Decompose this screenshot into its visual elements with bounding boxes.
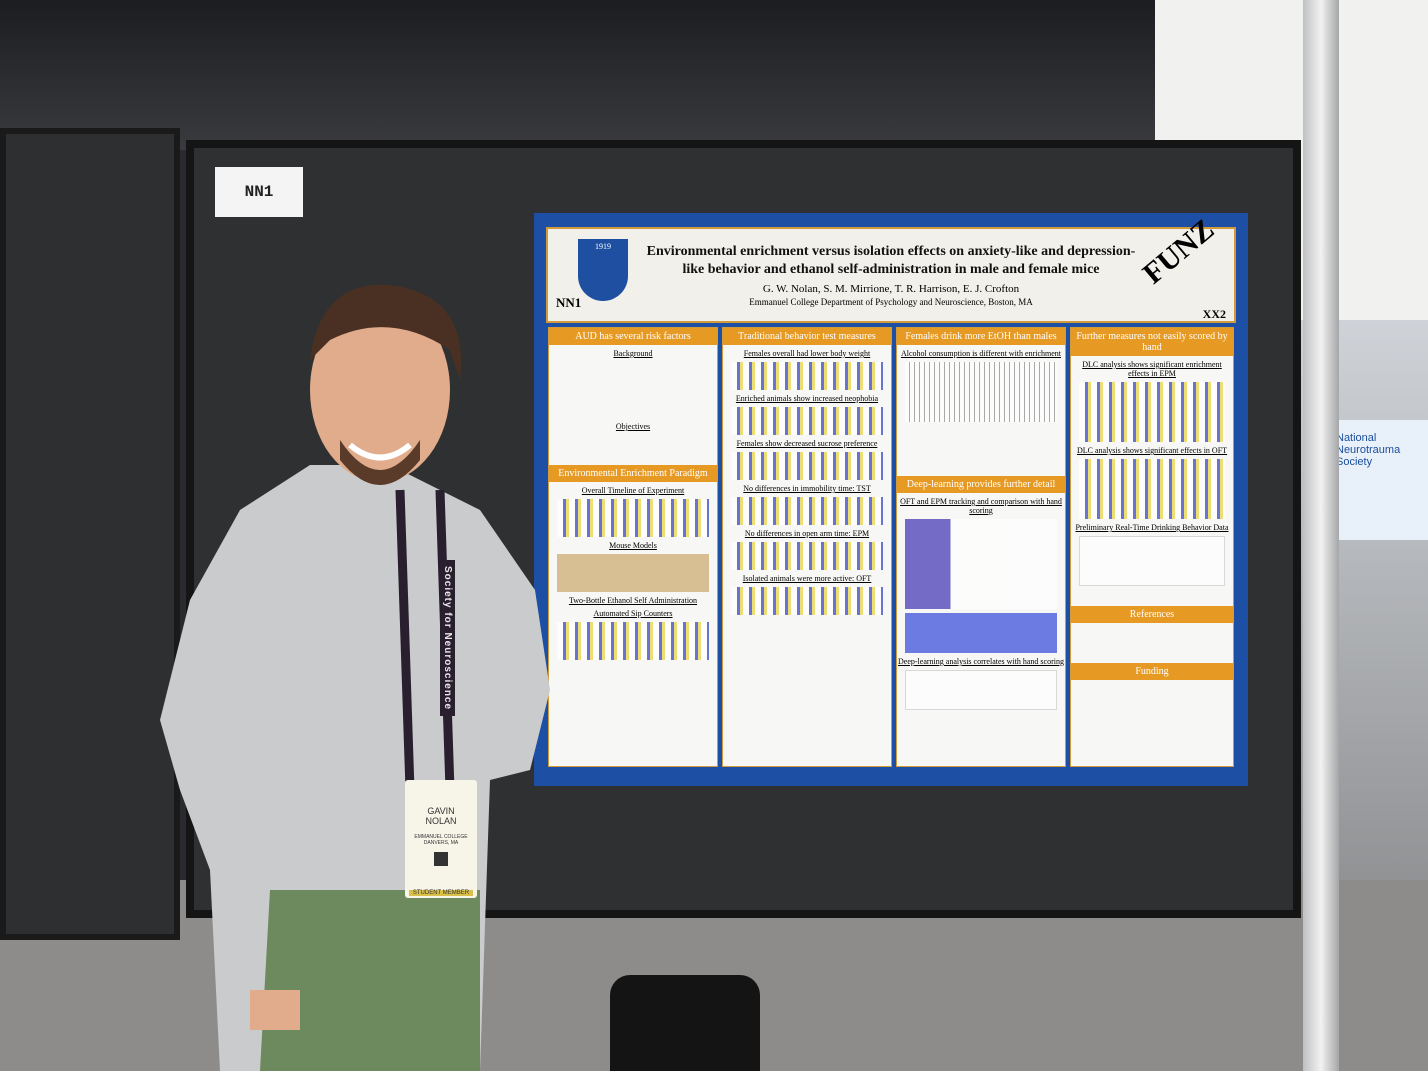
badge-member-type: STUDENT MEMBER — [409, 890, 473, 896]
poster-column-2: Traditional behavior test measures Femal… — [722, 327, 892, 767]
subheading: Background — [613, 349, 653, 358]
references-text — [1071, 623, 1233, 663]
body-text — [897, 426, 1065, 476]
mouse-cage-photos — [557, 554, 709, 592]
bar-graph — [1079, 459, 1225, 519]
left-poster-board — [0, 128, 180, 940]
subheading: OFT and EPM tracking and comparison with… — [900, 497, 1062, 515]
bar-graph — [731, 587, 883, 615]
subheading: Objectives — [615, 422, 651, 431]
backpack — [610, 975, 760, 1071]
body-text — [549, 358, 717, 418]
badge-org: EMMANUEL COLLEGE — [414, 834, 468, 840]
board-number-label: NN1 — [215, 167, 303, 217]
subheading: Females overall had lower body weight — [743, 349, 871, 358]
badge-first-name: GAVIN — [427, 806, 455, 816]
pose-estimation-images — [905, 613, 1057, 653]
bar-graph — [1079, 382, 1225, 442]
badge-last-name: NOLAN — [425, 816, 457, 826]
college-crest: 1919 — [578, 239, 628, 301]
poster-column-1: AUD has several risk factors Background … — [548, 327, 718, 767]
lanyard: Society for Neuroscience — [440, 560, 455, 717]
bar-graph — [731, 452, 883, 480]
subheading: Overall Timeline of Experiment — [581, 486, 685, 495]
bar-graph — [731, 497, 883, 525]
qr-code-icon — [434, 852, 448, 866]
name-badge: GAVIN NOLAN EMMANUEL COLLEGE DANVERS, MA… — [405, 780, 477, 898]
subheading: Enriched animals show increased neophobi… — [735, 394, 879, 403]
poster-column-4: Further measures not easily scored by ha… — [1070, 327, 1234, 767]
sipper-figure — [557, 622, 709, 660]
support-pole — [1303, 0, 1339, 1071]
timeline-figure — [557, 499, 709, 537]
subheading: No differences in immobility time: TST — [743, 484, 871, 493]
subheading: Isolated animals were more active: OFT — [742, 574, 872, 583]
subheading: Preliminary Real-Time Drinking Behavior … — [1075, 523, 1229, 532]
bar-graph — [731, 542, 883, 570]
subheading: Females show decreased sucrose preferenc… — [736, 439, 878, 448]
subheading: Automated Sip Counters — [593, 609, 673, 618]
poster-code-right: XX2 — [1202, 307, 1226, 321]
subheading: Two-Bottle Ethanol Self Administration — [568, 596, 698, 605]
bar-graph — [731, 407, 883, 435]
section-heading: Funding — [1071, 663, 1233, 680]
research-poster: 1919 NN1 FUNZ XX2 Environmental enrichme… — [534, 213, 1248, 786]
correlation-plots — [905, 670, 1057, 710]
consumption-line-graphs — [905, 362, 1057, 422]
section-heading: Females drink more EtOH than males — [897, 328, 1065, 345]
section-heading: Traditional behavior test measures — [723, 328, 891, 345]
poster-code-left: NN1 — [556, 295, 582, 310]
poster-title: Environmental enrichment versus isolatio… — [646, 244, 1136, 277]
bar-graph — [731, 362, 883, 390]
subheading: DLC analysis shows significant enrichmen… — [1082, 360, 1222, 378]
subheading: Mouse Models — [609, 541, 657, 550]
poster-authors: G. W. Nolan, S. M. Mirrione, T. R. Harri… — [762, 283, 1020, 295]
poster-header: 1919 NN1 FUNZ XX2 Environmental enrichme… — [546, 213, 1236, 323]
presenter-person — [160, 284, 550, 1071]
section-heading: References — [1071, 606, 1233, 623]
subheading: Deep-learning analysis correlates with h… — [898, 657, 1064, 666]
badge-location: DANVERS, MA — [423, 840, 459, 846]
poster-column-3: Females drink more EtOH than males Alcoh… — [896, 327, 1066, 767]
subheading: No differences in open arm time: EPM — [744, 529, 870, 538]
section-heading: Further measures not easily scored by ha… — [1071, 328, 1233, 356]
poster-affiliation: Emmanuel College Department of Psycholog… — [749, 297, 1033, 307]
section-heading: Environmental Enrichment Paradigm — [549, 465, 717, 482]
section-heading: AUD has several risk factors — [549, 328, 717, 345]
booth-sign: National Neurotrauma Society — [1330, 420, 1428, 540]
subheading: Alcohol consumption is different with en… — [900, 349, 1062, 358]
section-heading: Deep-learning provides further detail — [897, 476, 1065, 493]
subheading: DLC analysis shows significant effects i… — [1076, 446, 1228, 455]
drinking-plot — [1079, 536, 1225, 586]
body-text — [549, 431, 717, 465]
tracking-heatmaps — [905, 519, 1057, 609]
